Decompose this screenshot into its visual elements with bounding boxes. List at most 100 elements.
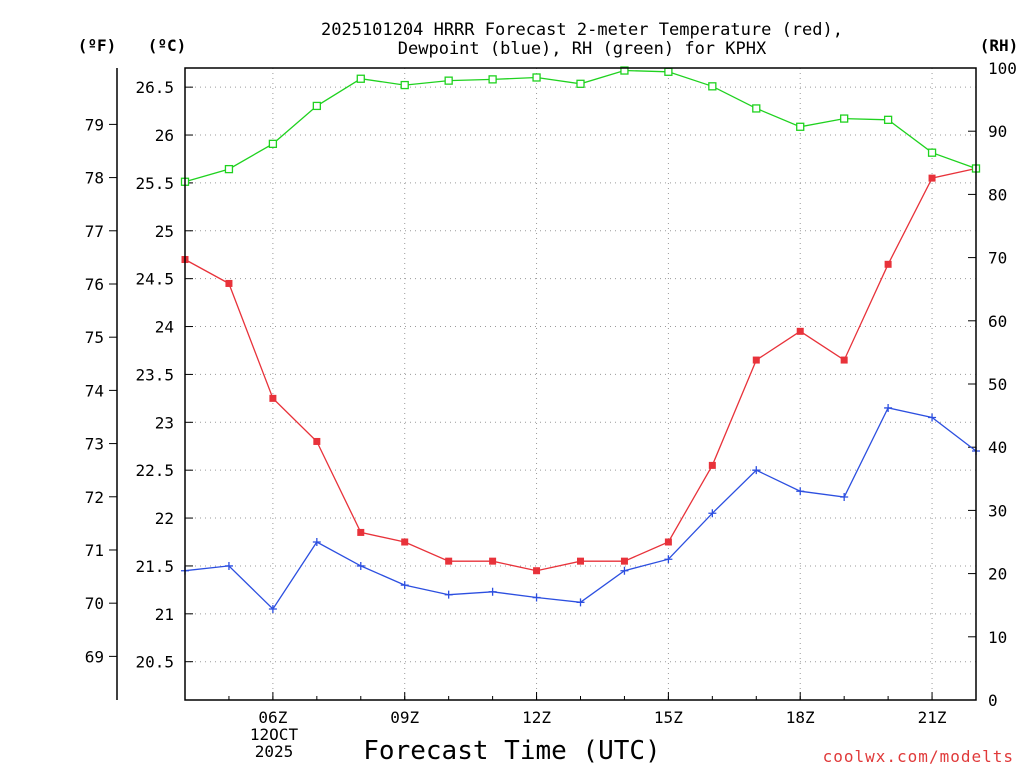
temperature-point [225,279,233,287]
fahrenheit-tick-label: 74 [85,381,104,400]
time-tick-label: 15Z [654,708,683,727]
dewpoint-point [884,403,893,412]
dewpoint-point [620,566,629,575]
celsius-tick-label: 26 [155,126,174,145]
credit-label: coolwx.com/modelts [823,747,1014,766]
fahrenheit-axis: 69 70 71 72 73 74 75 76 77 78 79 [85,115,117,666]
dewpoint-point [532,593,541,602]
rh-point [708,82,717,91]
celsius-tick-label: 22.5 [135,461,174,480]
rh-axis: 0 10 20 30 40 50 60 70 80 90 100 [968,59,1017,710]
rh-unit-label: (RH) [980,36,1019,55]
rh-tick-label: 70 [988,249,1007,268]
fahrenheit-tick-label: 73 [85,435,104,454]
rh-point [620,66,629,75]
date-label-line-1: 12OCT [250,725,299,744]
dewpoint-point [224,561,233,570]
rh-point [444,76,453,85]
temperature-point [489,557,497,565]
rh-point [796,122,805,131]
rh-point [400,80,409,90]
celsius-tick-label: 22 [155,509,174,528]
fahrenheit-tick-label: 70 [85,594,104,613]
plot-frame [184,67,977,701]
fahrenheit-tick-label: 75 [85,328,104,347]
temperature-point [401,538,409,546]
time-tick-label: 09Z [390,708,419,727]
temperature-point [445,557,453,565]
temperature-point [577,557,584,565]
dewpoint-point [268,605,277,614]
rh-tick-label: 50 [988,375,1007,394]
celsius-tick-label: 20.5 [135,653,174,672]
rh-point [224,164,234,174]
temperature-point [313,437,321,445]
dewpoint-point [488,587,497,596]
time-tick-label: 06Z [258,708,287,727]
temperature-point [708,461,716,469]
celsius-tick-label: 24 [155,318,174,337]
celsius-tick-label: 26.5 [135,78,174,97]
celsius-tick-label: 24.5 [135,270,174,289]
dewpoint-point [356,561,365,570]
rh-tick-label: 60 [988,312,1007,331]
rh-point [312,101,321,111]
celsius-axis: 20.5 21 21.5 22 22.5 23 23.5 24 24.5 25 25.5 26 26.5 [135,78,193,672]
dewpoint-point [576,598,585,607]
celsius-tick-label: 23.5 [135,365,174,384]
temperature-point [752,356,760,364]
celsius-tick-label: 23 [155,413,174,432]
rh-tick-label: 30 [988,501,1007,520]
celsius-tick-label: 21 [155,605,174,624]
rh-tick-label: 20 [988,565,1007,584]
temperature-point [928,174,936,182]
temperature-point [269,394,277,402]
rh-point [356,74,365,83]
time-axis: 06Z 09Z 12Z 15Z 18Z 21Z [184,692,977,727]
celsius-tick-label: 25.5 [135,174,174,193]
celsius-tick-label: 21.5 [135,557,174,576]
chart-title-line-1: 2025101204 HRRR Forecast 2-meter Tempera… [321,20,843,40]
fahrenheit-tick-label: 78 [85,169,104,188]
date-label-line-2: 2025 [255,742,294,761]
rh-tick-label: 40 [988,438,1007,457]
rh-point [883,115,893,124]
rh-point [927,148,937,157]
dewpoint-point [312,538,321,546]
fahrenheit-tick-label: 71 [85,541,104,560]
dewpoint-point [928,413,937,422]
time-tick-label: 12Z [522,708,551,727]
rh-point [840,114,849,123]
dewpoint-point [444,590,453,599]
fahrenheit-unit-label: (ºF) [78,36,117,55]
time-tick-label: 21Z [918,708,947,727]
rh-point [664,67,673,76]
rh-point [576,79,585,88]
temperature-point [840,356,848,364]
chart-title-line-2: Dewpoint (blue), RH (green) for KPHX [398,39,767,59]
temperature-point [620,557,628,565]
series-dewpoint [181,403,980,614]
rh-tick-label: 90 [988,122,1007,141]
rh-tick-label: 0 [988,691,998,710]
time-tick-label: 18Z [786,708,815,727]
fahrenheit-tick-label: 77 [85,222,104,241]
x-axis-title: Forecast Time (UTC) [363,736,660,766]
rh-tick-label: 10 [988,628,1007,647]
fahrenheit-tick-label: 76 [85,275,104,294]
dewpoint-point [400,581,409,590]
rh-tick-label: 100 [988,59,1017,78]
celsius-tick-label: 25 [155,222,174,241]
temperature-point [664,538,672,546]
celsius-unit-label: (ºC) [148,36,187,55]
dewpoint-point [752,466,761,475]
rh-point [752,104,761,113]
gridlines [185,68,976,700]
dewpoint-point [796,487,805,496]
temperature-point [884,260,892,268]
rh-point [268,139,278,148]
fahrenheit-tick-label: 72 [85,488,104,507]
temperature-point [533,567,541,575]
